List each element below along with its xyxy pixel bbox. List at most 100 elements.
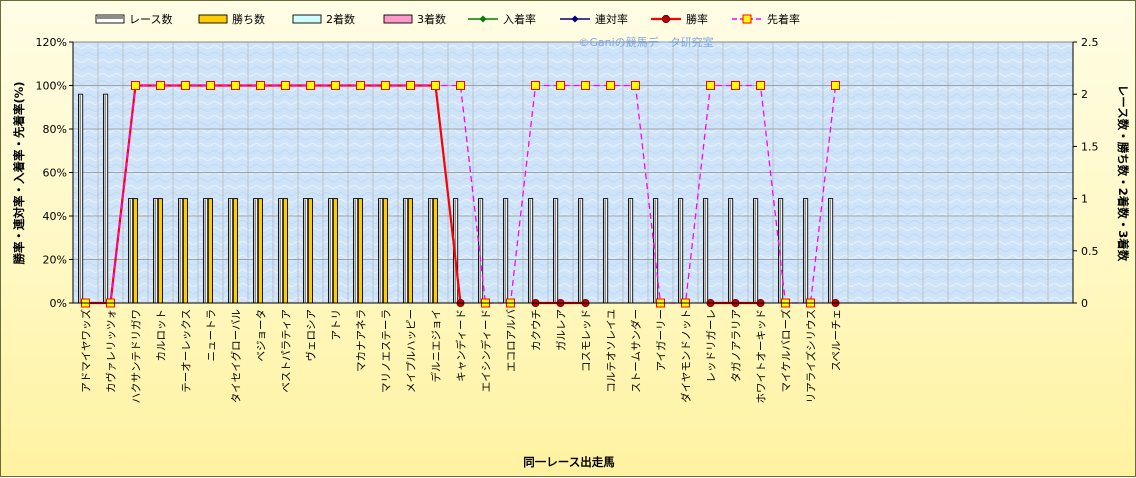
legend-label: 勝ち数 — [232, 12, 265, 26]
bar-shade — [79, 95, 82, 303]
point-先着率 — [831, 81, 840, 90]
bar-shade — [554, 199, 557, 303]
category-label: タガノアラリア — [731, 309, 743, 383]
category-label: ベジョータ — [256, 309, 268, 362]
category-label: ホワイトオーキッド — [756, 309, 768, 404]
bar-勝ち数 — [182, 198, 188, 304]
axes: 0% 20% 40% 60% 80% 100% 120% 0 0.5 1 1.5 2 2.5 アドマイヤワ… — [36, 36, 1099, 404]
legend: レース数 勝ち数 2着数 3着数 入着率 連対率 勝率 先着率 — [95, 12, 800, 26]
bar-shade — [179, 199, 182, 303]
y-left-tick-label: 40% — [43, 210, 67, 223]
legend-marker — [571, 15, 579, 23]
category-label: テーオーレックス — [181, 309, 193, 393]
bar-shade — [629, 199, 632, 303]
category-label: キャンディード — [455, 309, 468, 382]
category-label: スペルーチェ — [831, 309, 843, 371]
bar-shade — [704, 199, 707, 303]
bar-shade — [754, 199, 757, 303]
point-先着率 — [156, 81, 165, 90]
category-label: レッドリガーレ — [706, 309, 718, 383]
y-left-tick-label: 60% — [43, 167, 67, 180]
bar-shade — [529, 199, 532, 303]
y-right-tick-label: 0 — [1081, 297, 1088, 310]
bar-勝ち数 — [157, 198, 163, 304]
point-先着率 — [206, 81, 215, 90]
bar-shade — [104, 95, 107, 303]
bar-勝ち数 — [432, 198, 438, 304]
category-label: カクウチ — [531, 309, 543, 351]
bar-shade — [804, 199, 807, 303]
category-label: メイプルハッピー — [406, 309, 418, 393]
bar-勝ち数 — [257, 198, 263, 304]
legend-swatch — [198, 14, 228, 24]
bar-shade — [254, 199, 257, 303]
y-right-tick-label: 2 — [1081, 88, 1088, 101]
bar-勝ち数 — [232, 198, 238, 304]
category-label: ストームサンダー — [630, 309, 643, 393]
legend-label: 先着率 — [767, 12, 800, 26]
category-label: ガルレア — [556, 309, 568, 351]
point-先着率 — [356, 81, 365, 90]
bar-shade — [479, 199, 482, 303]
legend-label: レース数 — [129, 13, 172, 26]
point-先着率 — [181, 81, 190, 90]
point-先着率 — [131, 81, 140, 90]
bar-勝ち数 — [207, 198, 213, 304]
category-label: マイケルバローズ — [780, 309, 793, 392]
bar-shade — [729, 199, 732, 303]
legend-label: 連対率 — [595, 12, 628, 26]
bar-shade — [829, 199, 832, 303]
y-right-tick-label: 1 — [1081, 193, 1088, 206]
category-label: カルロット — [156, 309, 168, 362]
category-label: マリノエステーラ — [381, 309, 393, 393]
point-先着率 — [706, 81, 715, 90]
point-先着率 — [231, 81, 240, 90]
legend-label: 入着率 — [503, 12, 536, 26]
category-label: コスモレッド — [581, 309, 593, 372]
point-先着率 — [631, 81, 640, 90]
bar-shade — [229, 199, 232, 303]
bar-shade — [654, 199, 657, 303]
category-label: コルテオソレイユ — [606, 309, 618, 393]
bar-勝ち数 — [332, 198, 338, 304]
bar-shade — [379, 199, 382, 303]
point-先着率 — [381, 81, 390, 90]
point-先着率 — [306, 81, 315, 90]
point-先着率 — [281, 81, 290, 90]
bar-shade — [129, 199, 132, 303]
point-先着率 — [556, 81, 565, 90]
point-先着率 — [606, 81, 615, 90]
legend-swatch — [292, 14, 322, 24]
legend-marker — [742, 14, 752, 24]
bar-shade — [604, 199, 607, 303]
category-label: マカナアネラ — [356, 309, 368, 372]
watermark: ©Ganiの競馬データ研究室 — [578, 35, 713, 49]
category-label: エコロアルバ — [506, 309, 518, 372]
legend-label: 勝率 — [686, 12, 708, 26]
bar-shade — [579, 199, 582, 303]
legend-label: 2着数 — [326, 12, 355, 26]
bar-shade — [679, 199, 682, 303]
bar-shade — [504, 199, 507, 303]
y-left-tick-label: 20% — [43, 254, 67, 267]
point-先着率 — [531, 81, 540, 90]
bar-shade — [779, 199, 782, 303]
point-先着率 — [431, 81, 440, 90]
legend-swatch-shade — [97, 16, 123, 19]
bar-shade — [354, 199, 357, 303]
point-先着率 — [756, 81, 765, 90]
point-先着率 — [456, 81, 465, 90]
category-label: リアライズシリウス — [805, 309, 818, 403]
point-先着率 — [406, 81, 415, 90]
point-先着率 — [731, 81, 740, 90]
bar-勝ち数 — [307, 198, 313, 304]
bar-series — [78, 93, 834, 304]
bar-勝ち数 — [407, 198, 413, 304]
bar-shade — [429, 199, 432, 303]
x-axis-title: 同一レース出走馬 — [523, 455, 614, 469]
bar-shade — [404, 199, 407, 303]
y-right-tick-label: 1.5 — [1081, 140, 1099, 153]
category-label: デルニエジョイ — [430, 309, 443, 383]
category-label: ダイヤモンドノット — [680, 309, 693, 403]
